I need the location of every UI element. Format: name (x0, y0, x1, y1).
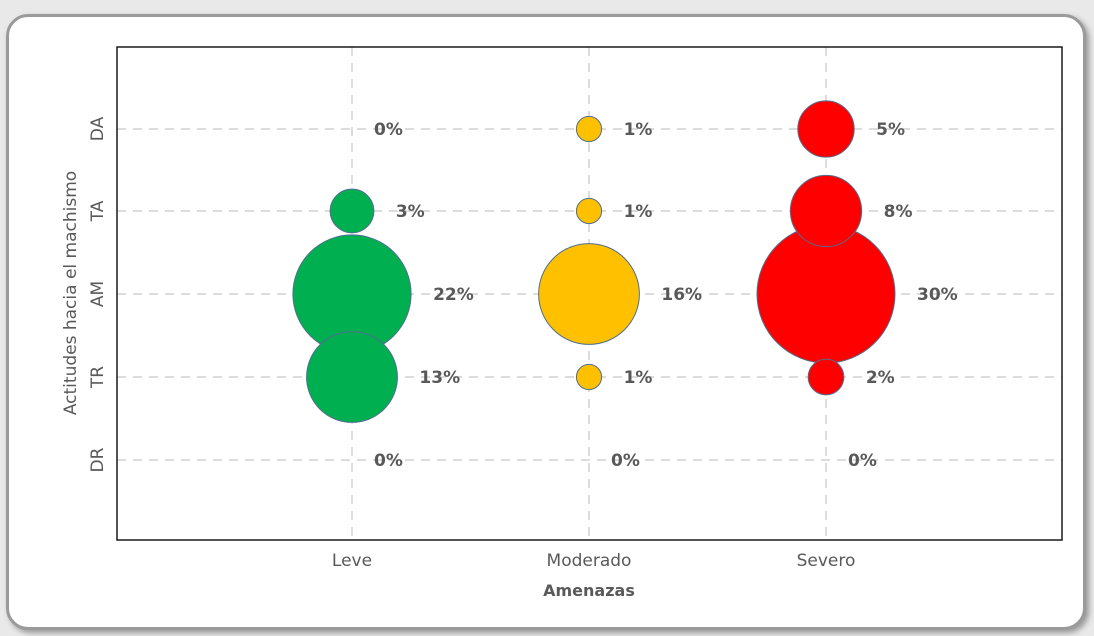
y-tick-label: DR (88, 447, 108, 472)
data-label: 2% (866, 368, 895, 388)
x-tick-label: Leve (332, 551, 372, 571)
bubble (306, 331, 398, 423)
plot-area-border (116, 46, 1063, 541)
bubble (789, 174, 863, 248)
data-label: 0% (374, 120, 403, 140)
data-label: 1% (624, 120, 653, 140)
data-label: 0% (374, 451, 403, 471)
data-label: 0% (848, 451, 877, 471)
bubble (538, 243, 640, 345)
chart-card (6, 14, 1086, 630)
bubble (807, 358, 845, 396)
data-label: 5% (876, 120, 905, 140)
data-label: 22% (433, 285, 474, 305)
data-label: 16% (661, 285, 702, 305)
y-tick-label: AM (88, 281, 108, 307)
y-tick-label: DA (88, 116, 108, 141)
bubble (575, 115, 603, 143)
bubble (575, 363, 603, 391)
bubble (329, 188, 375, 234)
x-tick-labels: Leve Moderado Severo (332, 551, 855, 571)
x-tick-label: Severo (797, 551, 856, 571)
data-label: 0% (611, 451, 640, 471)
x-axis-title: Amenazas (543, 581, 635, 600)
data-label: 1% (624, 368, 653, 388)
y-axis-title: Actitudes hacia el machismo (61, 171, 81, 415)
data-label: 1% (624, 202, 653, 222)
data-labels: 0% 13% 22% 3% 0% 0% 1% 16% 1% 1% 0% 2% 30% 8% 5% (374, 120, 958, 471)
data-label: 13% (419, 368, 460, 388)
bubble (797, 100, 855, 158)
data-label: 3% (396, 202, 425, 222)
bubbles (292, 100, 896, 423)
data-label: 8% (884, 202, 913, 222)
y-tick-label: TA (88, 200, 108, 222)
y-tick-label: TR (88, 366, 108, 389)
data-label: 30% (917, 285, 958, 305)
bubble (575, 197, 603, 225)
y-tick-labels: DR TR AM TA DA (88, 116, 108, 472)
x-tick-label: Moderado (547, 551, 632, 571)
